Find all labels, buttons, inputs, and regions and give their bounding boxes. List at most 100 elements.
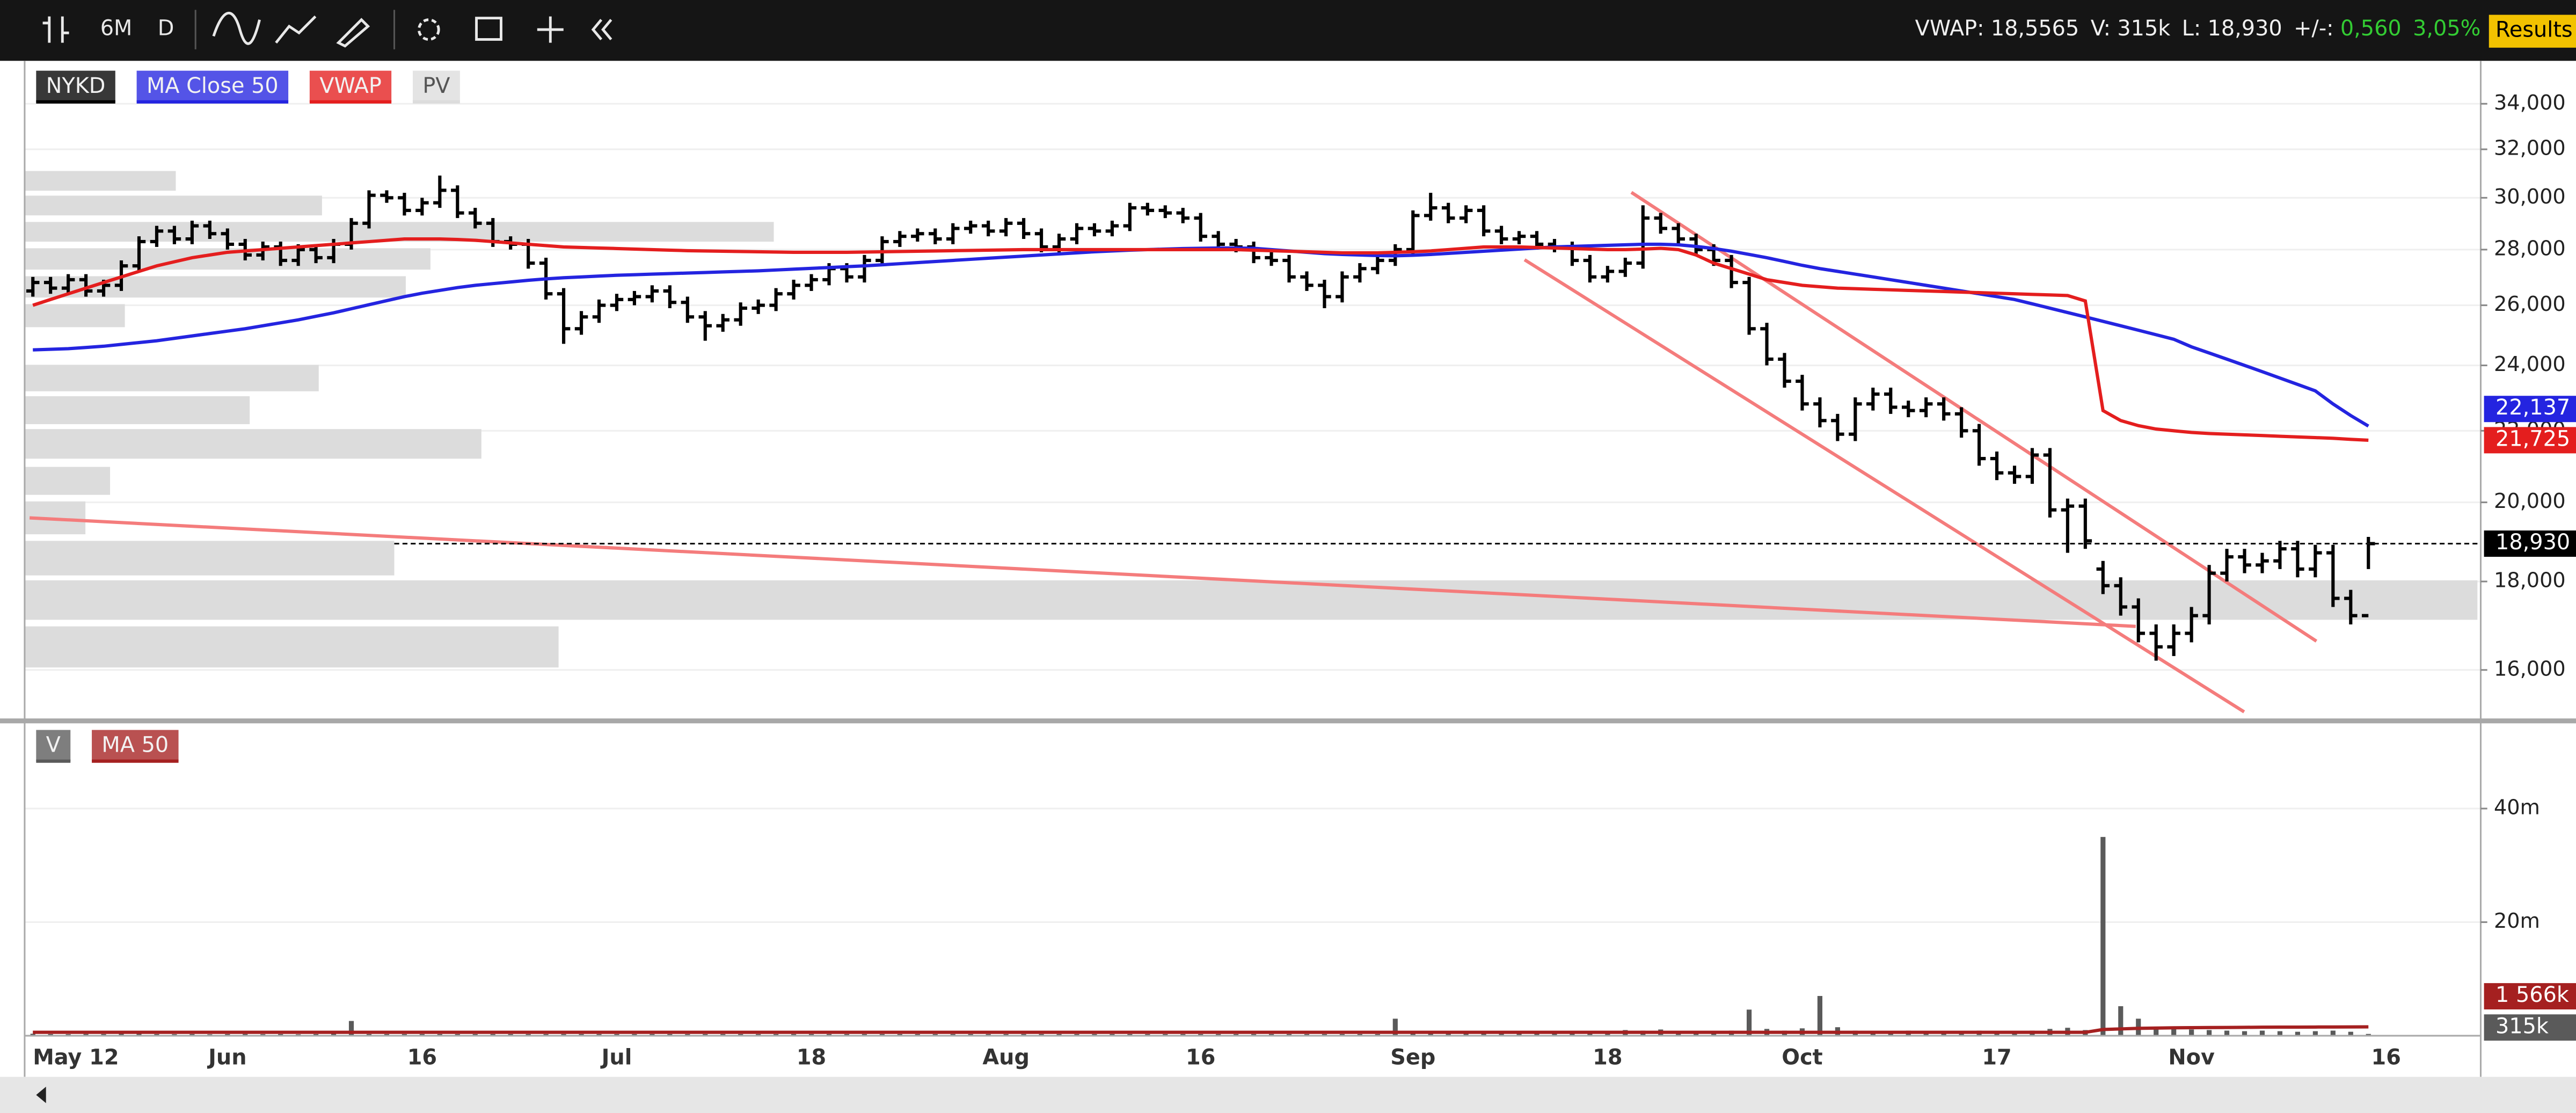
volume-bar — [1304, 1034, 1310, 1036]
volume-bar — [154, 1034, 159, 1036]
volume-bar — [561, 1034, 566, 1036]
y-tick-label: 40m — [2494, 795, 2540, 819]
quote-value: 315k — [2117, 16, 2170, 41]
results-button[interactable] — [2489, 14, 2576, 48]
line-series — [32, 237, 2369, 442]
volume-bar — [1339, 1034, 1345, 1036]
quote-value: 3,05% — [2413, 16, 2480, 41]
volume-bar — [1817, 996, 1823, 1036]
scrollbar[interactable] — [0, 1076, 2576, 1113]
quote-label: V: — [2091, 16, 2111, 41]
volume-bar — [2277, 1031, 2283, 1036]
trend-line[interactable] — [29, 516, 2136, 628]
trend-line[interactable] — [1630, 191, 2318, 643]
volume-bar — [189, 1034, 195, 1036]
x-tick-label: 18 — [797, 1045, 826, 1070]
x-tick-label: Jul — [600, 1045, 632, 1070]
volume-bar — [826, 1034, 832, 1036]
volume-bar — [2189, 1029, 2194, 1036]
volume-bar — [136, 1033, 142, 1036]
quote-label: L: — [2182, 16, 2201, 41]
draw-icon[interactable] — [336, 18, 370, 48]
volume-bar — [2242, 1031, 2247, 1036]
quote-value: 18,5565 — [1991, 16, 2079, 41]
legend-item: NYKD — [36, 70, 115, 104]
window-icon[interactable] — [475, 17, 502, 41]
legend-item: MA Close 50 — [136, 70, 289, 104]
collapse-icon[interactable] — [591, 19, 612, 41]
legend-box — [412, 70, 460, 102]
crosshair-icon[interactable] — [537, 16, 564, 43]
volume-bar — [1145, 1034, 1150, 1036]
volume-bar — [685, 1034, 690, 1036]
legend-item: MA 50 — [92, 730, 179, 763]
bar-style-icon[interactable] — [42, 16, 69, 43]
value-tag — [2484, 427, 2576, 454]
volume-bar — [1463, 1033, 1469, 1036]
volume-bar — [1163, 1034, 1168, 1036]
volume-bar — [632, 1034, 637, 1036]
volume-bar — [490, 1034, 495, 1036]
trend-line[interactable] — [1523, 258, 2245, 714]
volume-bar — [1357, 1034, 1362, 1036]
y-tick-label: 20m — [2494, 909, 2540, 933]
legend-label: MA Close 50 — [147, 74, 279, 98]
y-tick-label: 16,000 — [2494, 657, 2566, 681]
x-tick-label: 16 — [2371, 1045, 2401, 1070]
volume-bar — [1923, 1032, 1929, 1036]
volume-bar — [543, 1034, 549, 1036]
volume-bar — [1003, 1034, 1009, 1036]
value-tag-label: 1 566k — [2495, 983, 2569, 1007]
volume-bar — [278, 1034, 283, 1036]
volume-bar — [791, 1034, 797, 1036]
volume-bar — [243, 1034, 248, 1036]
marks — [26, 176, 2481, 1036]
profile-bar — [24, 396, 250, 425]
volume-bar — [1570, 1033, 1575, 1036]
results-label[interactable]: Results — [2495, 18, 2573, 42]
volume-bar — [2154, 1027, 2159, 1036]
volume-bar — [2295, 1031, 2301, 1036]
x-tick-label: Sep — [1390, 1045, 1435, 1070]
period-button[interactable]: 6M — [100, 16, 133, 41]
volume-bar — [1074, 1034, 1079, 1036]
volume-bar — [1092, 1034, 1097, 1036]
volume-bar — [950, 1034, 955, 1036]
x-tick-label: Oct — [1782, 1045, 1822, 1070]
scroll-left-arrow[interactable] — [36, 1087, 46, 1103]
y-tick-label: 34,000 — [2494, 91, 2566, 115]
x-tick-label: 17 — [1982, 1045, 2011, 1070]
volume-bar — [348, 1021, 354, 1036]
line-series — [33, 1025, 2369, 1034]
profile-bar — [24, 626, 559, 668]
volume-bar — [1251, 1034, 1257, 1036]
y-tick-label: 24,000 — [2494, 352, 2566, 376]
volume-bar — [437, 1034, 442, 1036]
interval-button[interactable]: D — [158, 16, 174, 41]
settings-icon[interactable] — [418, 18, 440, 41]
value-tag-label: 21,725 — [2495, 426, 2570, 451]
volume-bar — [968, 1034, 973, 1036]
volume-bar — [1180, 1034, 1186, 1036]
indicator-icon[interactable] — [212, 12, 261, 45]
legend-label: MA 50 — [101, 733, 169, 758]
volume-bar — [1694, 1032, 1699, 1036]
quote-label: VWAP: — [1915, 16, 1984, 41]
volume-bar — [2118, 1006, 2123, 1036]
volume-bar — [2330, 1030, 2336, 1036]
volume-bar — [48, 1034, 53, 1036]
volume-bar — [1746, 1009, 1752, 1036]
volume-bar — [225, 1034, 230, 1036]
volume-bar — [650, 1034, 655, 1036]
value-tag — [2484, 396, 2576, 423]
volume-bar — [596, 1034, 602, 1036]
volume-bar — [1021, 1034, 1026, 1036]
toolbar-icons: 6M D — [42, 10, 612, 49]
volume-bar — [915, 1034, 920, 1036]
x-tick-label: 16 — [1186, 1045, 1215, 1070]
compare-icon[interactable] — [275, 15, 317, 44]
volume-bar — [1268, 1034, 1274, 1036]
volume-bar — [808, 1034, 814, 1036]
volume-bar — [614, 1034, 619, 1036]
